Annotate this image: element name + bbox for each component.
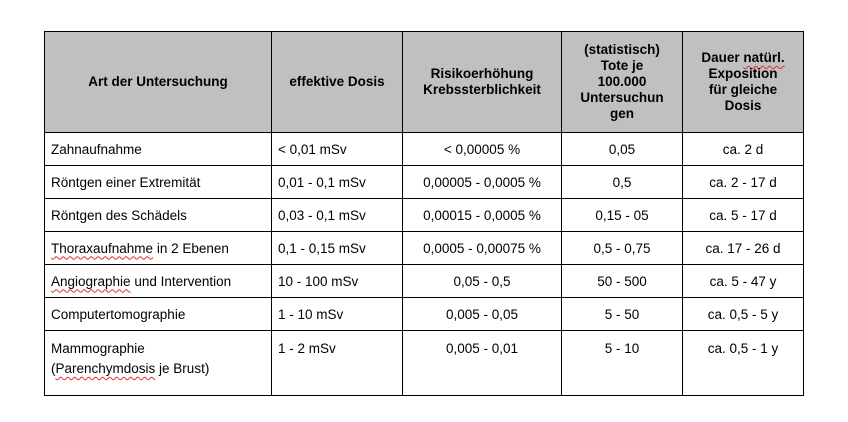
cell-dose: 0,01 - 0,1 mSv xyxy=(271,165,403,199)
table-row: Thoraxaufnahme in 2 Ebenen 0,1 - 0,15 mS… xyxy=(44,231,804,265)
header-text: 100.000 xyxy=(597,74,647,89)
cell-risk: 0,005 - 0,01 xyxy=(402,330,562,396)
header-text: Krebssterblichkeit xyxy=(423,82,541,97)
cell-duration: ca. 0,5 - 1 y xyxy=(682,330,804,396)
header-text: Dosis xyxy=(724,98,762,113)
cell-exam: Mammographie (Parenchymdosis je Brust) xyxy=(44,330,272,396)
cell-deaths: 0,5 xyxy=(561,165,683,199)
cell-text: und Intervention xyxy=(130,273,232,289)
cell-text: Parenchymdosis xyxy=(55,361,156,376)
cell-dose: < 0,01 mSv xyxy=(271,132,403,166)
cell-text: Thoraxaufnahme xyxy=(51,240,154,256)
cell-exam: Röntgen des Schädels xyxy=(44,198,272,232)
cell-duration: ca. 17 - 26 d xyxy=(682,231,804,265)
cell-risk: 0,05 - 0,5 xyxy=(402,264,562,298)
header-risk: Risikoerhöhung Krebssterblichkeit xyxy=(402,31,562,133)
header-text: Exposition xyxy=(708,66,778,81)
cell-risk: < 0,00005 % xyxy=(402,132,562,166)
header-row: Art der Untersuchung effektive Dosis Ris… xyxy=(44,31,804,133)
table-row: Angiographie und Intervention 10 - 100 m… xyxy=(44,264,804,298)
cell-deaths: 0,5 - 0,75 xyxy=(561,231,683,265)
cell-risk: 0,00015 - 0,0005 % xyxy=(402,198,562,232)
cell-exam: Zahnaufnahme xyxy=(44,132,272,166)
cell-risk: 0,0005 - 0,00075 % xyxy=(402,231,562,265)
header-text: natürl. xyxy=(743,50,785,65)
cell-deaths: 5 - 10 xyxy=(561,330,683,396)
header-text: (statistisch) xyxy=(584,42,660,57)
header-text: Risikoerhöhung xyxy=(430,66,534,81)
header-exam: Art der Untersuchung xyxy=(44,31,272,133)
cell-text: ( xyxy=(51,361,56,376)
header-text: Untersuchun xyxy=(580,90,664,105)
cell-risk: 0,005 - 0,05 xyxy=(402,297,562,331)
header-text: Dauer xyxy=(701,50,744,65)
cell-exam: Computertomographie xyxy=(44,297,272,331)
cell-dose: 1 - 2 mSv xyxy=(271,330,403,396)
cell-exam: Thoraxaufnahme in 2 Ebenen xyxy=(44,231,272,265)
cell-dose: 1 - 10 mSv xyxy=(271,297,403,331)
header-text: gen xyxy=(609,106,634,121)
cell-dose: 10 - 100 mSv xyxy=(271,264,403,298)
cell-exam: Angiographie und Intervention xyxy=(44,264,272,298)
cell-dose: 0,1 - 0,15 mSv xyxy=(271,231,403,265)
cell-deaths: 0,05 xyxy=(561,132,683,166)
cell-deaths: 5 - 50 xyxy=(561,297,683,331)
cell-exam: Röntgen einer Extremität xyxy=(44,165,272,199)
cell-duration: ca. 0,5 - 5 y xyxy=(682,297,804,331)
cell-text: in 2 Ebenen xyxy=(153,240,229,256)
header-text: für gleiche xyxy=(708,82,778,97)
table-row: Computertomographie 1 - 10 mSv 0,005 - 0… xyxy=(44,297,804,331)
table-row: Röntgen des Schädels 0,03 - 0,1 mSv 0,00… xyxy=(44,198,804,232)
cell-duration: ca. 2 - 17 d xyxy=(682,165,804,199)
cell-duration: ca. 5 - 47 y xyxy=(682,264,804,298)
header-text: Tote je xyxy=(600,58,644,73)
cell-text: Angiographie xyxy=(51,273,131,289)
table-row: Röntgen einer Extremität 0,01 - 0,1 mSv … xyxy=(44,165,804,199)
cell-text: je Brust) xyxy=(155,361,210,376)
table-row: Mammographie (Parenchymdosis je Brust) 1 … xyxy=(44,330,804,396)
cell-risk: 0,00005 - 0,0005 % xyxy=(402,165,562,199)
header-deaths: (statistisch) Tote je 100.000 Untersuchun ge… xyxy=(561,31,683,133)
radiation-dose-table: Art der Untersuchung effektive Dosis Ris… xyxy=(44,31,804,396)
header-dose: effektive Dosis xyxy=(271,31,403,133)
table-row: Zahnaufnahme < 0,01 mSv < 0,00005 % 0,05… xyxy=(44,132,804,166)
header-duration: Dauer natürl. Exposition für gleiche Dosis xyxy=(682,31,804,133)
cell-deaths: 50 - 500 xyxy=(561,264,683,298)
cell-deaths: 0,15 - 05 xyxy=(561,198,683,232)
cell-duration: ca. 2 d xyxy=(682,132,804,166)
cell-text: Mammographie xyxy=(51,341,145,356)
cell-duration: ca. 5 - 17 d xyxy=(682,198,804,232)
cell-dose: 0,03 - 0,1 mSv xyxy=(271,198,403,232)
